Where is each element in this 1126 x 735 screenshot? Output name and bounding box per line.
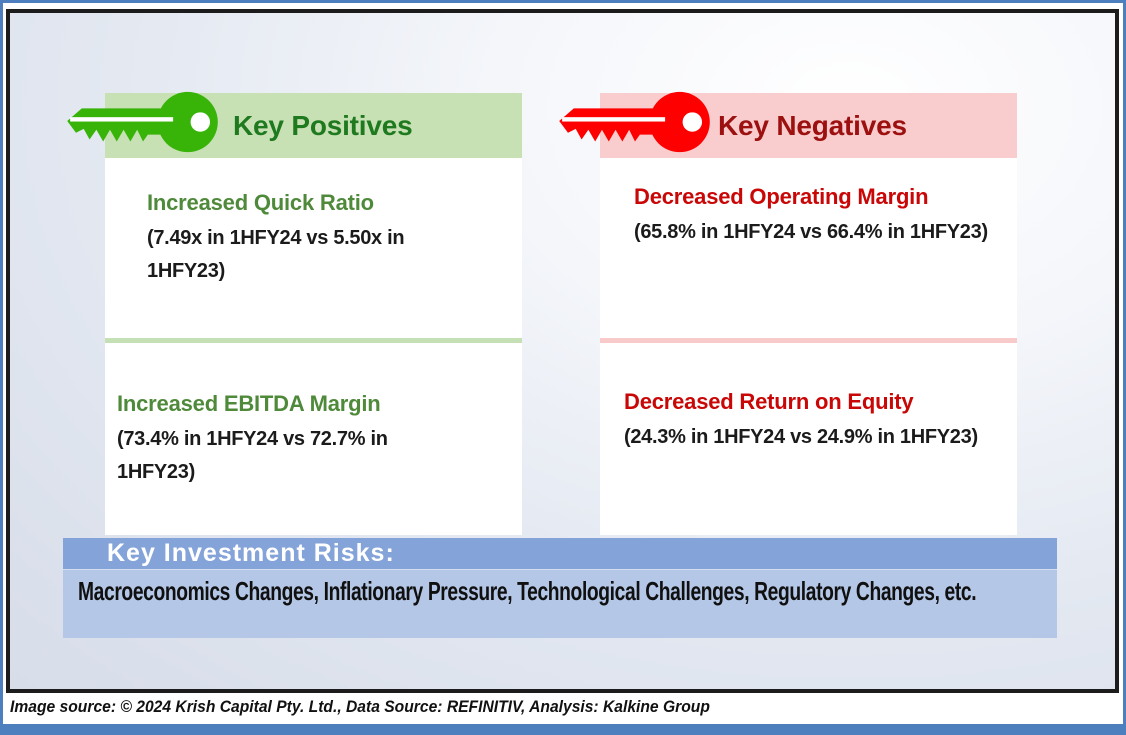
investment-risks-banner: Key Investment Risks: Macroeconomics Cha… bbox=[63, 538, 1057, 638]
content-panel: Key Positives Increased Quick Ratio (7.4… bbox=[6, 9, 1119, 693]
negative-item-title: Decreased Operating Margin bbox=[634, 184, 929, 209]
negative-item-detail: (65.8% in 1HFY24 vs 66.4% in 1HFY23) bbox=[634, 221, 988, 243]
negative-item: Decreased Return on Equity (24.3% in 1HF… bbox=[600, 343, 1017, 535]
positive-item: Increased Quick Ratio (7.49x in 1HFY24 v… bbox=[105, 158, 522, 338]
negative-item-title: Decreased Return on Equity bbox=[624, 389, 914, 414]
negative-item: Decreased Operating Margin (65.8% in 1HF… bbox=[600, 158, 1017, 338]
negative-item-detail: (24.3% in 1HFY24 vs 24.9% in 1HFY23) bbox=[624, 426, 978, 448]
negatives-list: Decreased Operating Margin (65.8% in 1HF… bbox=[600, 158, 1017, 535]
positive-item: Increased EBITDA Margin (73.4% in 1HFY24… bbox=[105, 343, 522, 535]
positive-item-detail: (7.49x in 1HFY24 vs 5.50x in 1HFY23) bbox=[147, 227, 405, 282]
positives-list: Increased Quick Ratio (7.49x in 1HFY24 v… bbox=[105, 158, 522, 535]
image-source-caption: Image source: © 2024 Krish Capital Pty. … bbox=[10, 697, 710, 716]
bottom-accent-bar bbox=[0, 724, 1126, 735]
key-icon bbox=[64, 89, 222, 157]
positive-item-detail: (73.4% in 1HFY24 vs 72.7% in 1HFY23) bbox=[117, 428, 388, 483]
investment-risks-body: Macroeconomics Changes, Inflationary Pre… bbox=[63, 569, 1057, 638]
negative-divider bbox=[600, 338, 1017, 343]
positive-item-title: Increased Quick Ratio bbox=[147, 190, 374, 215]
positive-item-title: Increased EBITDA Margin bbox=[117, 391, 381, 416]
investment-risks-heading: Key Investment Risks: bbox=[107, 539, 395, 567]
positive-divider bbox=[105, 338, 522, 343]
key-positives-heading: Key Positives bbox=[233, 109, 413, 141]
investment-risks-text: Macroeconomics Changes, Inflationary Pre… bbox=[78, 576, 977, 606]
key-icon bbox=[556, 89, 714, 157]
key-negatives-heading: Key Negatives bbox=[718, 109, 907, 141]
investment-risks-header: Key Investment Risks: bbox=[63, 538, 1057, 569]
